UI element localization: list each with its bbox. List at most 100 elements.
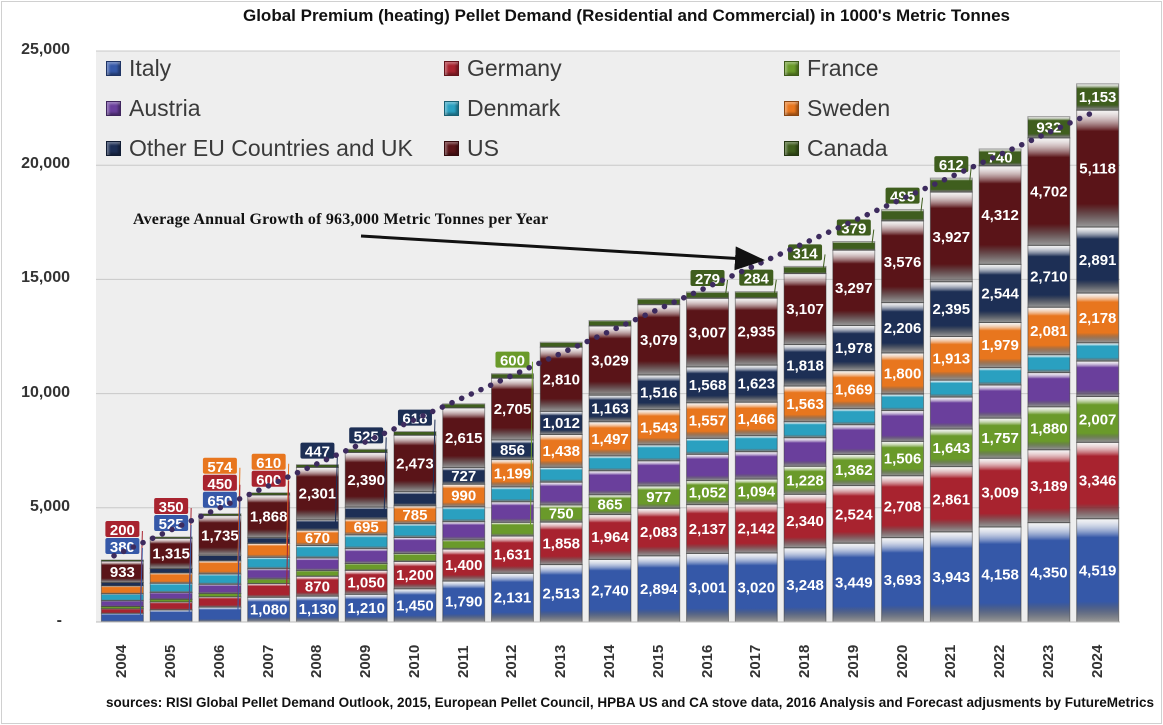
label-callout-bg [788, 244, 823, 261]
bar-other-eu-countries-and-uk-2005 [149, 567, 193, 574]
data-label-germany-2018: 2,340 [786, 513, 824, 530]
bar-italy-2004 [100, 612, 144, 623]
bar-stack-2004: 933 [100, 559, 144, 623]
bar-france-2019 [832, 453, 876, 487]
data-label-other-eu-countries-and-uk-2020: 2,206 [884, 320, 922, 337]
legend-label: Germany [467, 55, 562, 81]
data-label-sweden-2011: 990 [451, 488, 476, 505]
legend-swatch [784, 61, 799, 76]
data-label-us-2018: 3,107 [786, 301, 824, 318]
bar-canada-2017 [734, 291, 778, 299]
bar-france-2018 [783, 465, 827, 495]
y-tick-label: - [56, 612, 62, 629]
x-tick-label: 2013 [552, 644, 570, 678]
bar-austria-2012 [491, 501, 534, 523]
x-tick-label: 2008 [308, 644, 326, 678]
data-label-france-2017: 1,094 [738, 484, 776, 501]
data-label-italy-2011: 1,790 [445, 594, 483, 611]
legend-item-sweden: Sweden [784, 95, 890, 122]
bar-austria-2004 [100, 600, 144, 607]
data-label-canada-2017: 284 [744, 271, 770, 288]
bar-canada-2022 [978, 148, 1022, 167]
data-label-us-2004: 933 [110, 564, 135, 581]
data-label-germany-2022: 3,009 [981, 485, 1019, 502]
bar-us-2019 [832, 249, 876, 326]
x-tick-label: 2006 [210, 644, 228, 678]
bar-germany-2013 [539, 521, 583, 566]
bar-us-2006 [198, 515, 242, 556]
data-label-sweden-2015: 1,543 [640, 419, 678, 436]
x-tick-label: 2005 [162, 644, 180, 678]
bar-austria-2016 [686, 453, 729, 482]
bar-italy-2018 [783, 547, 827, 623]
bar-stack-2018: 3,248 2,340 1,228 1,563 1,818 3,107 [783, 265, 827, 623]
data-label-germany-2011: 1,400 [445, 557, 483, 574]
data-label-us-2022: 4,312 [981, 207, 1019, 224]
data-label-us-2006: 1,735 [201, 527, 239, 544]
bar-germany-2011 [442, 548, 486, 582]
legend-label: US [467, 135, 499, 161]
bar-austria-2020 [881, 410, 925, 442]
bar-sweden-2011 [442, 483, 486, 508]
bar-us-2016 [686, 297, 729, 368]
bar-germany-2006 [198, 596, 242, 608]
bar-sweden-2020 [881, 352, 925, 395]
bar-sweden-2005 [149, 572, 193, 584]
label-callout-bg [300, 442, 335, 459]
bar-germany-2014 [588, 514, 632, 560]
bar-austria-2015 [637, 460, 681, 487]
x-tick-label: 2007 [259, 644, 277, 678]
y-tick-label: 20,000 [21, 155, 70, 173]
bar-austria-2008 [295, 557, 339, 572]
bar-italy-2007 [247, 596, 291, 623]
data-label-germany-2015: 2,083 [640, 524, 678, 541]
bar-canada-2014 [588, 320, 632, 327]
bar-germany-2015 [637, 507, 681, 557]
bar-stack-2013: 2,513 1,858 750 1,438 1,012 2,810 [539, 341, 583, 623]
data-label-italy-2018: 3,248 [786, 577, 824, 594]
bar-stack-2010: 1,450 1,200 785 2,473 [393, 431, 437, 623]
x-tick-label: 2009 [357, 644, 375, 678]
chart-title: Global Premium (heating) Pellet Demand (… [242, 6, 1011, 25]
bar-stack-2008: 1,130 870 670 2,301 [295, 464, 339, 623]
data-label-france-2020: 1,506 [884, 451, 922, 468]
data-label-italy-2004: 380 [110, 539, 135, 556]
bar-canada-2016 [686, 291, 729, 299]
data-label-italy-2016: 3,001 [689, 580, 727, 597]
legend-item-other-eu-countries-and-uk: Other EU Countries and UK [106, 135, 413, 162]
data-label-us-2011: 2,615 [445, 430, 483, 447]
data-label-france-2022: 1,757 [981, 430, 1019, 447]
legend-item-france: France [784, 55, 879, 82]
data-label-canada-2024: 1,153 [1079, 89, 1117, 106]
label-leader-line [724, 279, 729, 296]
bar-denmark-2020 [881, 393, 925, 412]
data-label-germany-2017: 2,142 [738, 521, 776, 538]
data-label-canada-2023: 932 [1036, 119, 1061, 136]
bar-sweden-2007 [247, 542, 291, 558]
data-label-canada-2020: 495 [890, 189, 915, 206]
bar-austria-2009 [344, 548, 388, 565]
data-label-italy-2022: 4,158 [981, 567, 1019, 584]
data-label-sweden-2009: 695 [354, 519, 379, 536]
data-label-us-2020: 3,576 [884, 254, 922, 271]
data-label-other-eu-countries-and-uk-2015: 1,516 [640, 384, 678, 401]
bar-sweden-2017 [734, 401, 778, 437]
data-label-sweden-2010: 785 [402, 507, 427, 524]
bar-denmark-2007 [247, 556, 291, 570]
bar-stack-2015: 2,894 2,083 977 1,543 1,516 3,079 [637, 298, 681, 623]
annotation-arrow [360, 234, 765, 271]
bar-denmark-2006 [198, 573, 242, 585]
data-label-sweden-2016: 1,557 [689, 413, 727, 430]
bar-canada-2018 [783, 265, 827, 275]
label-leader-line [822, 254, 826, 271]
data-label-sweden-2021: 1,913 [933, 350, 971, 367]
data-label-france-2024: 2,007 [1079, 411, 1117, 428]
data-label-canada-2019: 379 [841, 221, 866, 238]
bar-stack-2005: 1,315 [149, 536, 193, 623]
data-label-germany-2010: 1,200 [396, 567, 434, 584]
bar-sweden-2004 [100, 585, 144, 595]
bar-canada-2010 [393, 431, 437, 436]
bar-us-2022 [978, 165, 1022, 265]
data-label-sweden-2012: 1,199 [494, 465, 532, 482]
bar-us-2020 [881, 220, 925, 304]
